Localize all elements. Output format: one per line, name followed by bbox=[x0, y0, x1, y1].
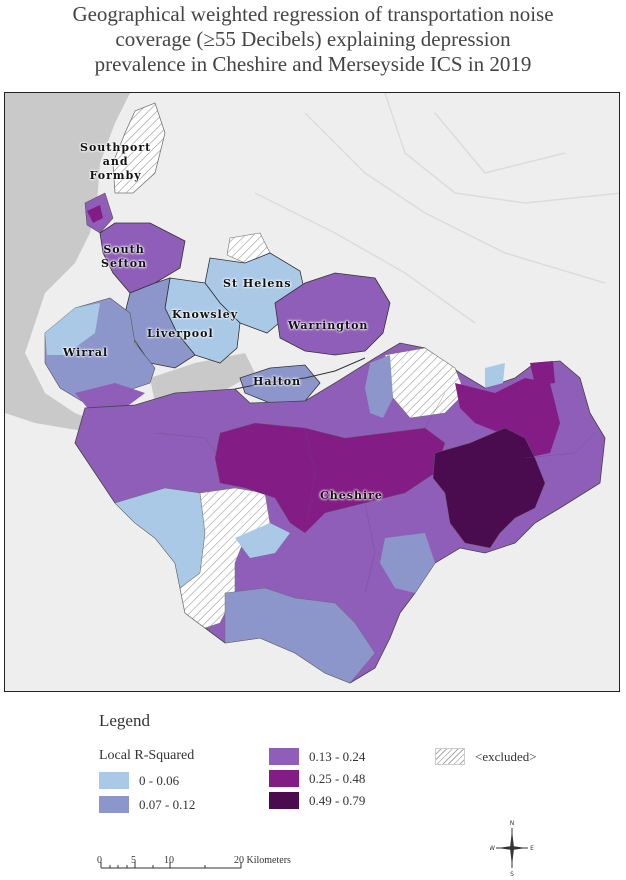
map-title: Geographical weighted regression of tran… bbox=[0, 2, 626, 77]
label-knowsley: Knowsley bbox=[172, 308, 239, 321]
legend-swatch bbox=[269, 770, 299, 787]
legend-subtitle: Local R-Squared bbox=[99, 748, 195, 763]
region-cheshire-excluded-east bbox=[384, 347, 466, 419]
scale-tick-0: 0 bbox=[97, 855, 102, 866]
north-arrow-icon: N S E W bbox=[490, 820, 534, 878]
region-cheshire-blue-north bbox=[365, 355, 393, 418]
legend-label: 0.49 - 0.79 bbox=[309, 792, 366, 808]
legend-label-excluded: <excluded> bbox=[475, 748, 537, 764]
title-line-2: coverage (≥55 Decibels) explaining depre… bbox=[115, 27, 511, 51]
region-halton bbox=[239, 364, 321, 404]
river bbox=[234, 357, 366, 390]
label-south-sefton: South Sefton bbox=[101, 243, 148, 270]
region-cheshire-blue-east bbox=[380, 533, 435, 593]
legend-item-0: 0 - 0.06 bbox=[99, 772, 179, 789]
legend-item-1: 0.07 - 0.12 bbox=[99, 796, 195, 813]
region-southport-excluded bbox=[112, 102, 166, 194]
region-cheshire-dark-band bbox=[214, 422, 446, 534]
region-wirral-south bbox=[75, 383, 145, 411]
scale-tick-20: 20 Kilometers bbox=[234, 855, 291, 866]
region-wirral-north bbox=[45, 303, 100, 355]
title-line-3: prevalence in Cheshire and Merseyside IC… bbox=[94, 52, 532, 76]
scale-tick-5: 5 bbox=[131, 855, 136, 866]
legend-item-2: 0.13 - 0.24 bbox=[269, 748, 365, 765]
label-warrington: Warrington bbox=[288, 319, 369, 332]
region-formby-core bbox=[87, 205, 103, 223]
legend-item-4: 0.49 - 0.79 bbox=[269, 792, 365, 809]
legend-label: 0.25 - 0.48 bbox=[309, 770, 366, 786]
region-cheshire-light-mid bbox=[235, 523, 290, 558]
legend-label: 0 - 0.06 bbox=[139, 772, 180, 788]
legend-swatch bbox=[99, 772, 129, 789]
legend-swatch bbox=[269, 792, 299, 809]
label-southport-and-formby: Southport and Formby bbox=[80, 141, 152, 182]
label-liverpool: Liverpool bbox=[147, 327, 214, 340]
scale-bar bbox=[100, 862, 242, 869]
label-halton: Halton bbox=[253, 375, 302, 388]
legend-swatch bbox=[269, 748, 299, 765]
compass-w: W bbox=[490, 845, 495, 852]
legend-title: Legend bbox=[99, 711, 150, 730]
region-cheshire-dark-ne bbox=[530, 361, 555, 385]
legend-swatch bbox=[99, 796, 129, 813]
legend-label: 0.13 - 0.24 bbox=[309, 748, 366, 764]
internal-borders bbox=[154, 392, 596, 594]
legend-item-3: 0.25 - 0.48 bbox=[269, 770, 365, 787]
compass-e: E bbox=[530, 845, 534, 852]
label-wirral: Wirral bbox=[63, 346, 109, 359]
basemap-roads bbox=[254, 93, 619, 324]
region-cheshire-blue-south bbox=[224, 587, 376, 684]
region-cheshire-darkest bbox=[432, 427, 546, 549]
region-south-sefton bbox=[99, 222, 186, 294]
label-cheshire: Cheshire bbox=[320, 489, 383, 502]
region-warrington bbox=[274, 272, 391, 356]
legend-swatch-excluded bbox=[435, 748, 465, 765]
region-cheshire-light-east bbox=[485, 363, 505, 388]
compass-n: N bbox=[510, 820, 515, 827]
sea bbox=[5, 93, 130, 433]
legend-item-excluded: <excluded> bbox=[435, 748, 537, 765]
label-st-helens: St Helens bbox=[223, 277, 292, 290]
legend-label: 0.07 - 0.12 bbox=[139, 796, 196, 812]
compass-s: S bbox=[510, 871, 514, 878]
scale-tick-10: 10 bbox=[164, 855, 174, 866]
region-cheshire-dark-east bbox=[455, 378, 560, 458]
map-canvas[interactable] bbox=[5, 93, 620, 692]
map-frame[interactable]: Southport and Formby South Sefton St Hel… bbox=[4, 92, 620, 692]
title-line-1: Geographical weighted regression of tran… bbox=[72, 2, 554, 26]
